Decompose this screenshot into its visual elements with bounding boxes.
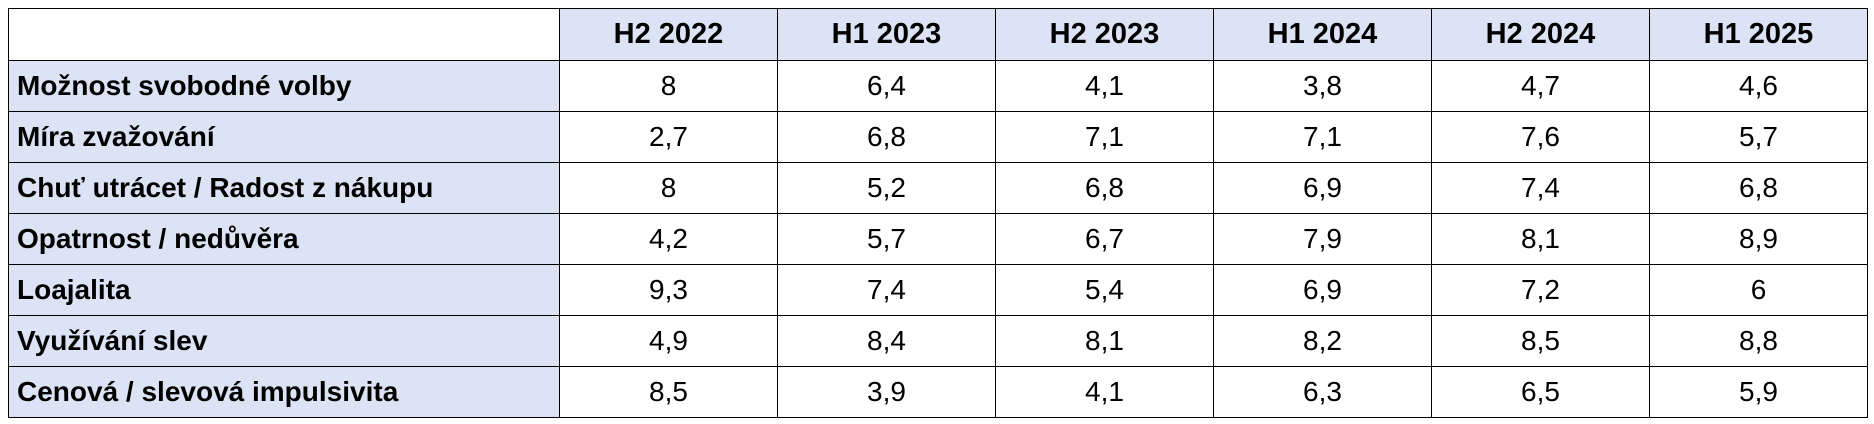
table-cell: 8,5 xyxy=(559,366,778,418)
table-cell: 5,7 xyxy=(777,213,996,265)
table-row: Míra zvažování 2,7 6,8 7,1 7,1 7,6 5,7 xyxy=(8,111,1868,163)
row-header-chut-utracet: Chuť utrácet / Radost z nákupu xyxy=(8,162,560,214)
column-header-h1-2025: H1 2025 xyxy=(1649,8,1868,61)
table-cell: 5,9 xyxy=(1649,366,1868,418)
table-row: Chuť utrácet / Radost z nákupu 8 5,2 6,8… xyxy=(8,162,1868,214)
table-cell: 7,9 xyxy=(1213,213,1432,265)
table-cell: 8,4 xyxy=(777,315,996,367)
table-cell: 6,7 xyxy=(995,213,1214,265)
table-cell: 8,8 xyxy=(1649,315,1868,367)
table-cell: 6 xyxy=(1649,264,1868,316)
table-row: Loajalita 9,3 7,4 5,4 6,9 7,2 6 xyxy=(8,264,1868,316)
table-cell: 6,9 xyxy=(1213,162,1432,214)
table-cell: 4,2 xyxy=(559,213,778,265)
table-cell: 4,1 xyxy=(995,60,1214,112)
column-header-h1-2023: H1 2023 xyxy=(777,8,996,61)
table-cell: 6,8 xyxy=(995,162,1214,214)
table-cell: 5,2 xyxy=(777,162,996,214)
corner-cell xyxy=(8,8,560,61)
row-header-cenova-slevova-impulsivita: Cenová / slevová impulsivita xyxy=(8,366,560,418)
table-cell: 7,4 xyxy=(1431,162,1650,214)
table-cell: 6,8 xyxy=(777,111,996,163)
table-cell: 7,2 xyxy=(1431,264,1650,316)
table-row: Cenová / slevová impulsivita 8,5 3,9 4,1… xyxy=(8,366,1868,418)
table-cell: 5,7 xyxy=(1649,111,1868,163)
table-cell: 2,7 xyxy=(559,111,778,163)
table-cell: 6,8 xyxy=(1649,162,1868,214)
table-cell: 6,3 xyxy=(1213,366,1432,418)
table-cell: 7,4 xyxy=(777,264,996,316)
table-cell: 8,5 xyxy=(1431,315,1650,367)
row-header-vyuzivani-slev: Využívání slev xyxy=(8,315,560,367)
table-cell: 4,9 xyxy=(559,315,778,367)
table-row: Využívání slev 4,9 8,4 8,1 8,2 8,5 8,8 xyxy=(8,315,1868,367)
column-header-h2-2022: H2 2022 xyxy=(559,8,778,61)
column-header-h2-2023: H2 2023 xyxy=(995,8,1214,61)
table-cell: 7,6 xyxy=(1431,111,1650,163)
header-row: H2 2022 H1 2023 H2 2023 H1 2024 H2 2024 … xyxy=(8,8,1868,61)
table-row: Možnost svobodné volby 8 6,4 4,1 3,8 4,7… xyxy=(8,60,1868,112)
data-table-container: H2 2022 H1 2023 H2 2023 H1 2024 H2 2024 … xyxy=(8,8,1868,418)
table-cell: 8,2 xyxy=(1213,315,1432,367)
table-cell: 8 xyxy=(559,162,778,214)
table-cell: 7,1 xyxy=(1213,111,1432,163)
table-cell: 3,8 xyxy=(1213,60,1432,112)
table-cell: 4,7 xyxy=(1431,60,1650,112)
table-cell: 8,9 xyxy=(1649,213,1868,265)
row-header-loajalita: Loajalita xyxy=(8,264,560,316)
table-row: Opatrnost / nedůvěra 4,2 5,7 6,7 7,9 8,1… xyxy=(8,213,1868,265)
table-cell: 6,4 xyxy=(777,60,996,112)
table-cell: 4,6 xyxy=(1649,60,1868,112)
column-header-h2-2024: H2 2024 xyxy=(1431,8,1650,61)
row-header-moznost-svobodne-volby: Možnost svobodné volby xyxy=(8,60,560,112)
table-cell: 9,3 xyxy=(559,264,778,316)
table-cell: 8,1 xyxy=(1431,213,1650,265)
row-header-opatrnost-neduvera: Opatrnost / nedůvěra xyxy=(8,213,560,265)
table-cell: 8 xyxy=(559,60,778,112)
table-cell: 7,1 xyxy=(995,111,1214,163)
column-header-h1-2024: H1 2024 xyxy=(1213,8,1432,61)
table-cell: 8,1 xyxy=(995,315,1214,367)
table-cell: 3,9 xyxy=(777,366,996,418)
row-header-mira-zvazovani: Míra zvažování xyxy=(8,111,560,163)
table-cell: 6,5 xyxy=(1431,366,1650,418)
table-cell: 6,9 xyxy=(1213,264,1432,316)
data-table: H2 2022 H1 2023 H2 2023 H1 2024 H2 2024 … xyxy=(8,8,1868,418)
table-cell: 4,1 xyxy=(995,366,1214,418)
table-cell: 5,4 xyxy=(995,264,1214,316)
